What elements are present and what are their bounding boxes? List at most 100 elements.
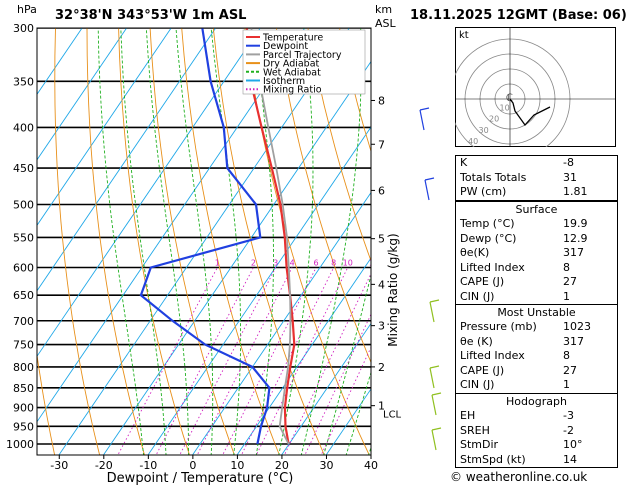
row-label: StmDir — [460, 438, 499, 451]
pressure-tick-label: 950 — [13, 420, 34, 433]
wind-barb — [429, 367, 435, 389]
wind-barb — [429, 301, 435, 323]
row-label: CAPE (J) — [460, 275, 505, 288]
wind-barb-flag — [429, 365, 440, 369]
row-label: θe(K) — [460, 246, 490, 259]
pressure-tick-label: 300 — [13, 22, 34, 35]
mixing-ratio-line — [179, 267, 277, 455]
mixing-ratio-line — [155, 267, 254, 455]
x-tick-label: -20 — [95, 459, 113, 472]
isotherm-line — [37, 28, 128, 161]
hodograph-ring-label: 20 — [489, 115, 499, 124]
height-tick-label: 3 — [378, 320, 385, 333]
dry-adiabat-line — [307, 28, 371, 263]
mixing-ratio-label: 10 — [343, 258, 353, 267]
height-tick-label: 7 — [378, 138, 385, 151]
mixing-ratio-line — [255, 267, 349, 455]
row-value: -8 — [563, 156, 574, 169]
panel-row: StmDir 10° — [456, 438, 617, 453]
wind-barb-flag — [419, 107, 430, 111]
pressure-tick-label: 800 — [13, 361, 34, 374]
dry-adiabat-line — [149, 28, 235, 455]
wind-barb-flag — [431, 427, 442, 431]
row-value: -2 — [563, 423, 574, 437]
panel-row: CAPE (J) 27 — [456, 275, 617, 290]
row-label: StmSpd (kt) — [460, 452, 526, 466]
wet-adiabat-line — [175, 28, 214, 455]
x-axis-label: Dewpoint / Temperature (°C) — [107, 471, 294, 486]
mixing-ratio-label: 3 — [273, 258, 278, 267]
wet-adiabat-line — [97, 28, 144, 455]
row-value: 317 — [563, 334, 584, 348]
wind-barb — [431, 429, 437, 451]
mixing-ratio-label: 4 — [290, 258, 295, 267]
wet-adiabat-line — [210, 28, 242, 455]
row-value: 1 — [563, 289, 570, 303]
pressure-tick-label: 550 — [13, 231, 34, 244]
wind-barb — [424, 179, 430, 201]
legend-box — [242, 29, 366, 95]
height-tick-label: 8 — [378, 94, 385, 107]
panel-row: K -8 — [456, 156, 617, 171]
row-value: 1 — [563, 378, 570, 391]
x-tick-label: 20 — [275, 459, 289, 472]
x-tick-label: -30 — [50, 459, 68, 472]
row-label: Pressure (mb) — [460, 320, 537, 333]
mixing-ratio-line — [117, 267, 218, 455]
mixing-ratio-line — [283, 272, 371, 455]
row-value: 27 — [563, 363, 577, 377]
row-label: Dewp (°C) — [460, 231, 517, 245]
row-label: SREH — [460, 423, 490, 437]
height-tick-label: 5 — [378, 233, 385, 246]
row-label: CIN (J) — [460, 378, 495, 391]
isotherm-line — [147, 126, 371, 455]
row-label: θe (K) — [460, 334, 493, 348]
hodograph-ring-label: 30 — [479, 126, 489, 135]
skew-t-diagram: 1 2 3 4 6 8 10 15 20 25 3003504004505005506006507… — [6, 0, 450, 486]
series-dewpoint — [139, 28, 271, 445]
row-label: PW (cm) — [460, 185, 507, 198]
row-value: 27 — [563, 275, 577, 288]
dry-adiabat-line — [339, 28, 371, 153]
isotherm-line — [191, 191, 371, 455]
dry-adiabat-line — [86, 28, 145, 455]
panel-row: PW (cm) 1.81 — [456, 185, 617, 200]
row-label: CIN (J) — [460, 289, 495, 303]
height-tick-label: 1 — [378, 400, 385, 413]
panel-row: CIN (J) 1 — [456, 290, 617, 305]
wet-adiabat-line — [323, 273, 371, 455]
dry-adiabat-line — [212, 28, 325, 455]
dry-adiabat-line — [37, 351, 56, 455]
hodograph-ring-label: 10 — [500, 103, 510, 112]
row-label: Lifted Index — [460, 260, 525, 274]
pressure-tick-label: 450 — [13, 162, 34, 175]
panel-row: Lifted Index 8 — [456, 349, 617, 364]
row-value: 1023 — [563, 320, 591, 333]
location-title: 32°38'N 343°53'W 1m ASL — [55, 8, 247, 23]
isotherm-line — [37, 28, 172, 227]
panel-row: θe(K) 317 — [456, 246, 617, 261]
legend-label: Parcel Trajectory — [263, 50, 342, 61]
row-value: 8 — [563, 260, 570, 274]
panel-row: EH -3 — [456, 409, 617, 424]
wet-adiabat-line — [300, 28, 362, 455]
wet-adiabat-line — [145, 28, 190, 455]
mixing-ratio-label: 25 — [403, 258, 413, 267]
pressure-tick-label: 900 — [13, 402, 34, 415]
surface-title: Surface — [515, 203, 558, 216]
row-value: 1.81 — [563, 185, 588, 198]
pressure-tick-label: 750 — [13, 339, 34, 352]
most-unstable-panel: Most Unstable Pressure (mb) 1023 θe (K) 317… — [455, 304, 618, 394]
copyright-text: © weatheronline.co.uk — [450, 470, 588, 484]
panel-row: CAPE (J) 27 — [456, 364, 617, 379]
isotherm-line — [411, 0, 450, 461]
row-label: EH — [460, 409, 476, 422]
series-parcel-trajectory — [250, 28, 292, 445]
isotherm-line — [281, 322, 371, 455]
hodograph-trace — [509, 98, 551, 127]
mixing-ratio-label: 8 — [331, 258, 336, 267]
panel-row: StmSpd (kt) 14 — [456, 453, 617, 468]
wind-barb-flag — [431, 392, 442, 396]
legend-label: Mixing Ratio — [263, 85, 322, 96]
row-label: Totals Totals — [460, 170, 527, 184]
